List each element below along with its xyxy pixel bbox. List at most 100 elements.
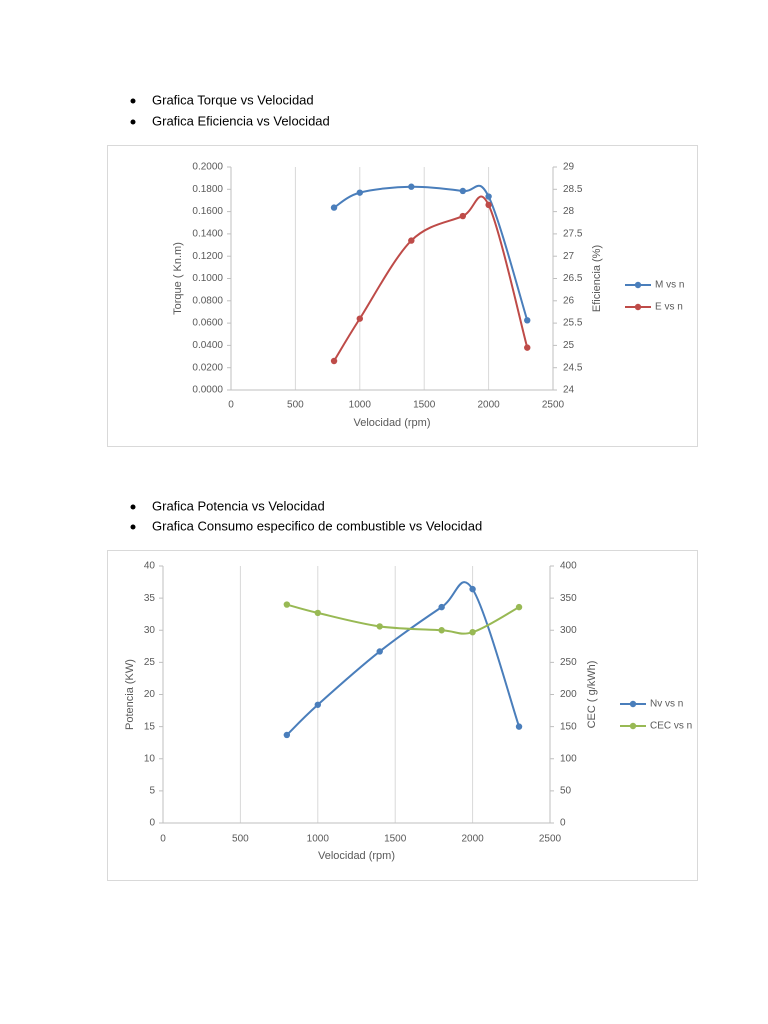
legend-marker xyxy=(629,722,637,730)
y2-tick-label: 300 xyxy=(560,625,577,636)
bullet-text: Grafica Eficiencia vs Velocidad xyxy=(152,113,330,128)
y2-tick-label: 27 xyxy=(563,251,575,262)
y-tick-label: 0.1200 xyxy=(192,251,223,262)
data-point xyxy=(438,603,445,611)
y2-tick-label: 24.5 xyxy=(563,362,583,373)
y2-tick-label: 27.5 xyxy=(563,229,583,240)
x-tick-label: 1000 xyxy=(349,400,372,411)
x-tick-label: 500 xyxy=(287,400,304,411)
y2-tick-label: 0 xyxy=(560,818,566,829)
y-tick-label: 10 xyxy=(144,753,156,764)
y2-axis-title: CEC ( g/kWh) xyxy=(586,661,598,729)
y-tick-label: 20 xyxy=(144,689,156,700)
x-tick-label: 1500 xyxy=(384,834,407,845)
y-axis-title: Potencia (KW) xyxy=(124,659,136,730)
data-point xyxy=(376,623,383,630)
y2-tick-label: 29 xyxy=(563,162,575,173)
y2-tick-label: 28 xyxy=(563,206,575,217)
y-tick-label: 0.1000 xyxy=(192,273,223,284)
y-tick-label: 0.0000 xyxy=(192,385,223,396)
bullet-text: Grafica Consumo especifico de combustibl… xyxy=(152,518,482,533)
legend-label: E vs n xyxy=(655,302,683,313)
data-point xyxy=(485,201,492,209)
x-tick-label: 2500 xyxy=(539,834,562,845)
data-point xyxy=(314,609,321,617)
bullet-dot xyxy=(130,524,136,530)
data-point xyxy=(408,183,415,190)
y-tick-label: 0.0200 xyxy=(192,362,223,373)
data-point xyxy=(485,193,492,200)
legend-label: CEC vs n xyxy=(650,721,692,732)
chart-frame xyxy=(107,145,698,447)
data-point xyxy=(376,648,383,655)
y2-tick-label: 350 xyxy=(560,593,577,604)
bullet-text: Grafica Potencia vs Velocidad xyxy=(152,498,325,513)
x-axis-title: Velocidad (rpm) xyxy=(318,850,395,862)
y2-tick-label: 250 xyxy=(560,657,577,668)
y-tick-label: 35 xyxy=(144,593,156,604)
y2-tick-label: 26 xyxy=(563,295,575,306)
data-point xyxy=(469,628,476,636)
y2-axis-title: Eficiencia (%) xyxy=(591,245,603,312)
data-point xyxy=(283,731,291,739)
y2-tick-label: 50 xyxy=(560,786,572,797)
data-point xyxy=(524,317,531,324)
y-tick-label: 0 xyxy=(149,818,155,829)
y-tick-label: 0.1800 xyxy=(192,184,223,195)
legend-marker xyxy=(634,281,642,289)
bullet-text: Grafica Torque vs Velocidad xyxy=(152,92,314,107)
y-tick-label: 25 xyxy=(144,657,156,668)
data-point xyxy=(356,189,363,196)
data-point xyxy=(524,344,531,351)
data-point xyxy=(438,627,445,634)
y-tick-label: 15 xyxy=(144,721,156,732)
y-tick-label: 0.2000 xyxy=(192,162,223,173)
data-point xyxy=(330,357,338,365)
x-tick-label: 1500 xyxy=(413,400,436,411)
legend-marker xyxy=(634,303,642,311)
x-tick-label: 0 xyxy=(228,400,234,411)
legend-label: M vs n xyxy=(655,280,684,291)
x-tick-label: 2000 xyxy=(477,400,500,411)
y-tick-label: 30 xyxy=(144,625,156,636)
data-point xyxy=(469,585,476,593)
legend-marker xyxy=(629,700,637,708)
y2-tick-label: 100 xyxy=(560,753,577,764)
data-point xyxy=(459,187,467,195)
y2-tick-label: 26.5 xyxy=(563,273,583,284)
data-point xyxy=(515,603,523,611)
y2-tick-label: 24 xyxy=(563,385,575,396)
data-point xyxy=(356,315,363,322)
y-tick-label: 0.1600 xyxy=(192,206,223,217)
y-axis-title: Torque ( Kn.m) xyxy=(172,242,184,315)
y-tick-label: 5 xyxy=(149,786,155,797)
y2-tick-label: 25.5 xyxy=(563,318,583,329)
bullet-dot xyxy=(130,98,136,104)
y-tick-label: 0.0600 xyxy=(192,318,223,329)
data-point xyxy=(515,723,523,730)
data-point xyxy=(330,204,338,211)
x-tick-label: 2000 xyxy=(461,834,484,845)
series-line xyxy=(286,603,520,635)
y2-tick-label: 25 xyxy=(563,340,575,351)
data-point xyxy=(283,601,291,608)
x-axis-title: Velocidad (rpm) xyxy=(353,417,430,429)
y-tick-label: 0.0800 xyxy=(192,295,223,306)
data-point xyxy=(408,237,415,244)
bullet-dot xyxy=(130,119,136,125)
y2-tick-label: 28.5 xyxy=(563,184,583,195)
y2-tick-label: 200 xyxy=(560,689,577,700)
x-tick-label: 0 xyxy=(160,834,166,845)
y-tick-label: 0.0400 xyxy=(192,340,223,351)
data-point xyxy=(459,212,467,220)
bullet-dot xyxy=(130,504,136,510)
x-tick-label: 500 xyxy=(232,834,249,845)
legend-label: Nv vs n xyxy=(650,699,683,710)
y2-tick-label: 400 xyxy=(560,561,577,572)
y2-tick-label: 150 xyxy=(560,721,577,732)
chart-frame xyxy=(107,550,698,881)
x-tick-label: 1000 xyxy=(307,834,330,845)
x-tick-label: 2500 xyxy=(542,400,565,411)
data-point xyxy=(314,701,321,708)
